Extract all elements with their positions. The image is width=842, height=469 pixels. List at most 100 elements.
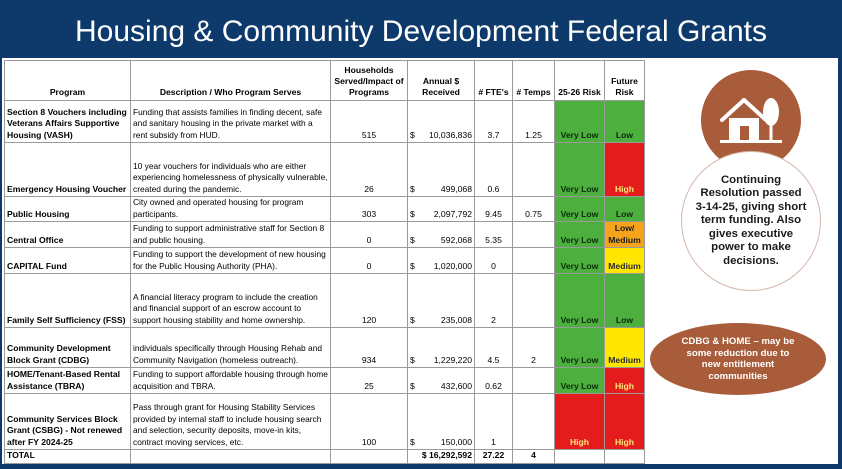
- amount-value: 1,020,000: [433, 260, 472, 271]
- cdbg-home-note: CDBG & HOME – may be some reduction due …: [650, 323, 826, 395]
- program-cell: Section 8 Vouchers including Veterans Af…: [4, 100, 131, 143]
- temps-cell: [512, 393, 555, 450]
- house-tree-svg: [720, 98, 782, 143]
- fte-cell: 9.45: [474, 196, 513, 222]
- temps-cell: [512, 367, 555, 394]
- total-future: [604, 449, 645, 464]
- fte-cell: 0.62: [474, 367, 513, 394]
- temps-cell: [512, 142, 555, 197]
- households-cell: 120: [330, 273, 408, 328]
- annual-amount-cell: $432,600: [407, 367, 475, 394]
- total-description: [130, 449, 331, 464]
- description-cell: individuals specifically through Housing…: [130, 327, 331, 368]
- future-risk-cell: Medium: [604, 247, 645, 274]
- risk-2526-cell: Very Low: [554, 367, 605, 394]
- fte-cell: 0.6: [474, 142, 513, 197]
- program-cell: HOME/Tenant-Based Rental Assistance (TBR…: [4, 367, 131, 394]
- table-row: Central Office Funding to support adminis…: [4, 221, 645, 248]
- annual-amount-cell: $1,229,220: [407, 327, 475, 368]
- currency-symbol: $: [410, 234, 415, 245]
- households-cell: 100: [330, 393, 408, 450]
- future-risk-cell: High: [604, 367, 645, 394]
- amount-value: 432,600: [440, 380, 472, 391]
- total-risk: [554, 449, 605, 464]
- risk-2526-cell: Very Low: [554, 196, 605, 222]
- future-risk-cell: Low: [604, 196, 645, 222]
- households-cell: 0: [330, 221, 408, 248]
- future-risk-cell: High: [604, 393, 645, 450]
- total-label: TOTAL: [4, 449, 131, 464]
- col-header-description: Description / Who Program Serves: [130, 60, 331, 101]
- currency-symbol: $: [410, 129, 415, 140]
- fte-cell: 0: [474, 247, 513, 274]
- total-row: TOTAL $ 16,292,592 27.22 4: [4, 449, 645, 464]
- temps-cell: [512, 221, 555, 248]
- cdbg-home-text: CDBG & HOME – may be some reduction due …: [681, 336, 795, 382]
- annual-amount-cell: $235,008: [407, 273, 475, 328]
- program-cell: Central Office: [4, 221, 131, 248]
- table-row: HOME/Tenant-Based Rental Assistance (TBR…: [4, 367, 645, 394]
- risk-2526-cell: High: [554, 393, 605, 450]
- fte-cell: 5.35: [474, 221, 513, 248]
- program-cell: Community Services Block Grant (CSBG) - …: [4, 393, 131, 450]
- annual-amount-cell: $592,068: [407, 221, 475, 248]
- amount-value: 10,036,836: [428, 129, 472, 140]
- currency-symbol: $: [410, 208, 415, 219]
- total-amount: $ 16,292,592: [407, 449, 475, 464]
- fte-cell: 3.7: [474, 100, 513, 143]
- amount-value: 235,008: [440, 314, 472, 325]
- table-row: Community Development Block Grant (CDBG)…: [4, 327, 645, 368]
- program-cell: CAPITAL Fund: [4, 247, 131, 274]
- col-header-temps: # Temps: [512, 60, 555, 101]
- risk-2526-cell: Very Low: [554, 327, 605, 368]
- temps-cell: [512, 273, 555, 328]
- currency-symbol: $: [410, 436, 415, 447]
- description-cell: Funding that assists families in finding…: [130, 100, 331, 143]
- risk-2526-cell: Very Low: [554, 221, 605, 248]
- description-cell: A financial literacy program to include …: [130, 273, 331, 328]
- header-row: Program Description / Who Program Serves…: [4, 60, 645, 101]
- annual-amount-cell: $499,068: [407, 142, 475, 197]
- grants-table: Program Description / Who Program Serves…: [4, 60, 645, 464]
- fte-cell: 1: [474, 393, 513, 450]
- col-header-future-risk: Future Risk: [604, 60, 645, 101]
- amount-value: 499,068: [440, 183, 472, 194]
- risk-2526-cell: Very Low: [554, 247, 605, 274]
- program-cell: Family Self Sufficiency (FSS): [4, 273, 131, 328]
- households-cell: 934: [330, 327, 408, 368]
- households-cell: 26: [330, 142, 408, 197]
- annual-amount-cell: $10,036,836: [407, 100, 475, 143]
- temps-cell: 2: [512, 327, 555, 368]
- amount-value: 1,229,220: [433, 354, 472, 365]
- col-header-fte: # FTE's: [474, 60, 513, 101]
- amount-value: 592,068: [440, 234, 472, 245]
- continuing-resolution-text: Continuing Resolution passed 3-14-25, gi…: [695, 173, 807, 267]
- households-cell: 515: [330, 100, 408, 143]
- table-row: Family Self Sufficiency (FSS) A financial…: [4, 273, 645, 328]
- continuing-resolution-note: Continuing Resolution passed 3-14-25, gi…: [681, 151, 821, 291]
- risk-2526-cell: Very Low: [554, 273, 605, 328]
- description-cell: 10 year vouchers for individuals who are…: [130, 142, 331, 197]
- households-cell: 0: [330, 247, 408, 274]
- households-cell: 303: [330, 196, 408, 222]
- total-households: [330, 449, 408, 464]
- table-row: Section 8 Vouchers including Veterans Af…: [4, 100, 645, 143]
- currency-symbol: $: [410, 354, 415, 365]
- future-risk-cell: Low: [604, 273, 645, 328]
- annual-amount-cell: $150,000: [407, 393, 475, 450]
- risk-2526-cell: Very Low: [554, 142, 605, 197]
- total-fte: 27.22: [474, 449, 513, 464]
- col-header-program: Program: [4, 60, 131, 101]
- description-cell: Funding to support the development of ne…: [130, 247, 331, 274]
- program-cell: Community Development Block Grant (CDBG): [4, 327, 131, 368]
- description-cell: City owned and operated housing for prog…: [130, 196, 331, 222]
- table-row: Public Housing City owned and operated ho…: [4, 196, 645, 222]
- currency-symbol: $: [410, 380, 415, 391]
- future-risk-cell: High: [604, 142, 645, 197]
- future-risk-cell: Medium: [604, 327, 645, 368]
- table-row: CAPITAL Fund Funding to support the devel…: [4, 247, 645, 274]
- page-title: Housing & Community Development Federal …: [75, 15, 767, 48]
- currency-symbol: $: [410, 314, 415, 325]
- risk-2526-cell: Very Low: [554, 100, 605, 143]
- currency-symbol: $: [410, 260, 415, 271]
